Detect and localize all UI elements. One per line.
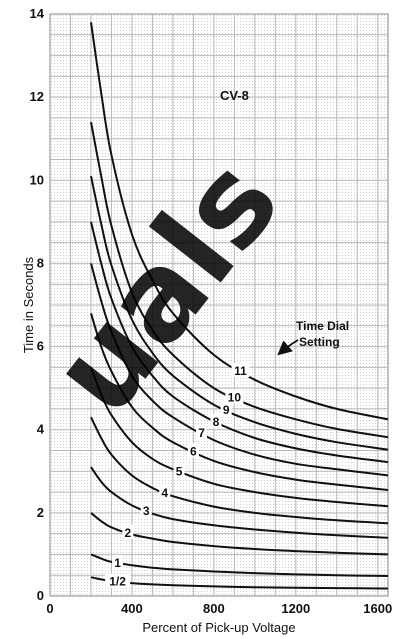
y-axis-label: Time in Seconds — [21, 256, 36, 353]
curve-label: 3 — [143, 504, 150, 518]
gridlines — [50, 14, 388, 596]
curve-label: 5 — [176, 464, 183, 478]
y-tick-label: 10 — [30, 172, 44, 187]
legend-annotation: Time Dial Setting — [277, 319, 349, 356]
curve-2 — [90, 512, 389, 556]
curve-label-bg — [231, 363, 250, 378]
legend-line-2: Setting — [299, 335, 340, 349]
y-tick-labels: 0 2 4 6 8 10 12 14 — [30, 6, 45, 603]
curve-label: 10 — [228, 390, 242, 404]
curve-4 — [90, 416, 389, 525]
chart-title: CV-8 — [220, 88, 249, 103]
curve-1 — [90, 553, 389, 577]
curve-label-bg — [220, 402, 232, 417]
x-tick-label: 0 — [46, 601, 53, 616]
curve-10 — [90, 121, 389, 439]
curve-label-bg — [196, 425, 208, 440]
legend-arrow — [277, 339, 299, 356]
curve-label: 6 — [190, 445, 197, 459]
x-tick-labels: 0 400 800 1200 1600 — [46, 601, 392, 616]
curve-label-bg — [210, 414, 222, 429]
y-tick-label: 6 — [37, 339, 44, 354]
curves — [90, 22, 389, 590]
y-tick-label: 8 — [37, 255, 44, 270]
x-tick-label: 1200 — [281, 601, 310, 616]
curve-11 — [90, 22, 389, 421]
curve-5 — [90, 367, 389, 508]
y-tick-label: 0 — [37, 588, 44, 603]
curve-label: 1 — [114, 556, 121, 570]
curve-6 — [90, 313, 389, 491]
curve-label: 8 — [213, 415, 220, 429]
x-axis-label: Percent of Pick-up Voltage — [142, 620, 295, 635]
curve-label-bg — [140, 503, 152, 518]
curve-9 — [90, 175, 389, 451]
x-tick-label: 400 — [121, 601, 143, 616]
x-tick-label: 800 — [203, 601, 225, 616]
curve-label-bg — [159, 484, 171, 499]
curve-label-bg — [122, 525, 134, 540]
curve-label-bg — [187, 443, 199, 458]
y-tick-label: 2 — [37, 505, 44, 520]
curve-label: 4 — [161, 486, 168, 500]
y-tick-label: 12 — [30, 89, 44, 104]
curve-label-bg — [105, 573, 131, 588]
curve-label: 2 — [124, 526, 131, 540]
curve-label: 1/2 — [109, 575, 126, 589]
curve-label-bg — [225, 389, 244, 404]
curve-label: 7 — [198, 426, 205, 440]
y-tick-label: 14 — [30, 6, 45, 21]
curve-8 — [90, 221, 389, 464]
curve-label: 9 — [223, 403, 230, 417]
legend-line-1: Time Dial — [296, 319, 349, 333]
curve-label-bg — [112, 554, 124, 569]
curve-label-bg — [173, 463, 185, 478]
x-tick-label: 1600 — [363, 601, 392, 616]
curve-3 — [90, 466, 389, 539]
curve-7 — [90, 263, 389, 477]
curve-label: 11 — [234, 364, 247, 378]
y-tick-label: 4 — [37, 422, 45, 437]
